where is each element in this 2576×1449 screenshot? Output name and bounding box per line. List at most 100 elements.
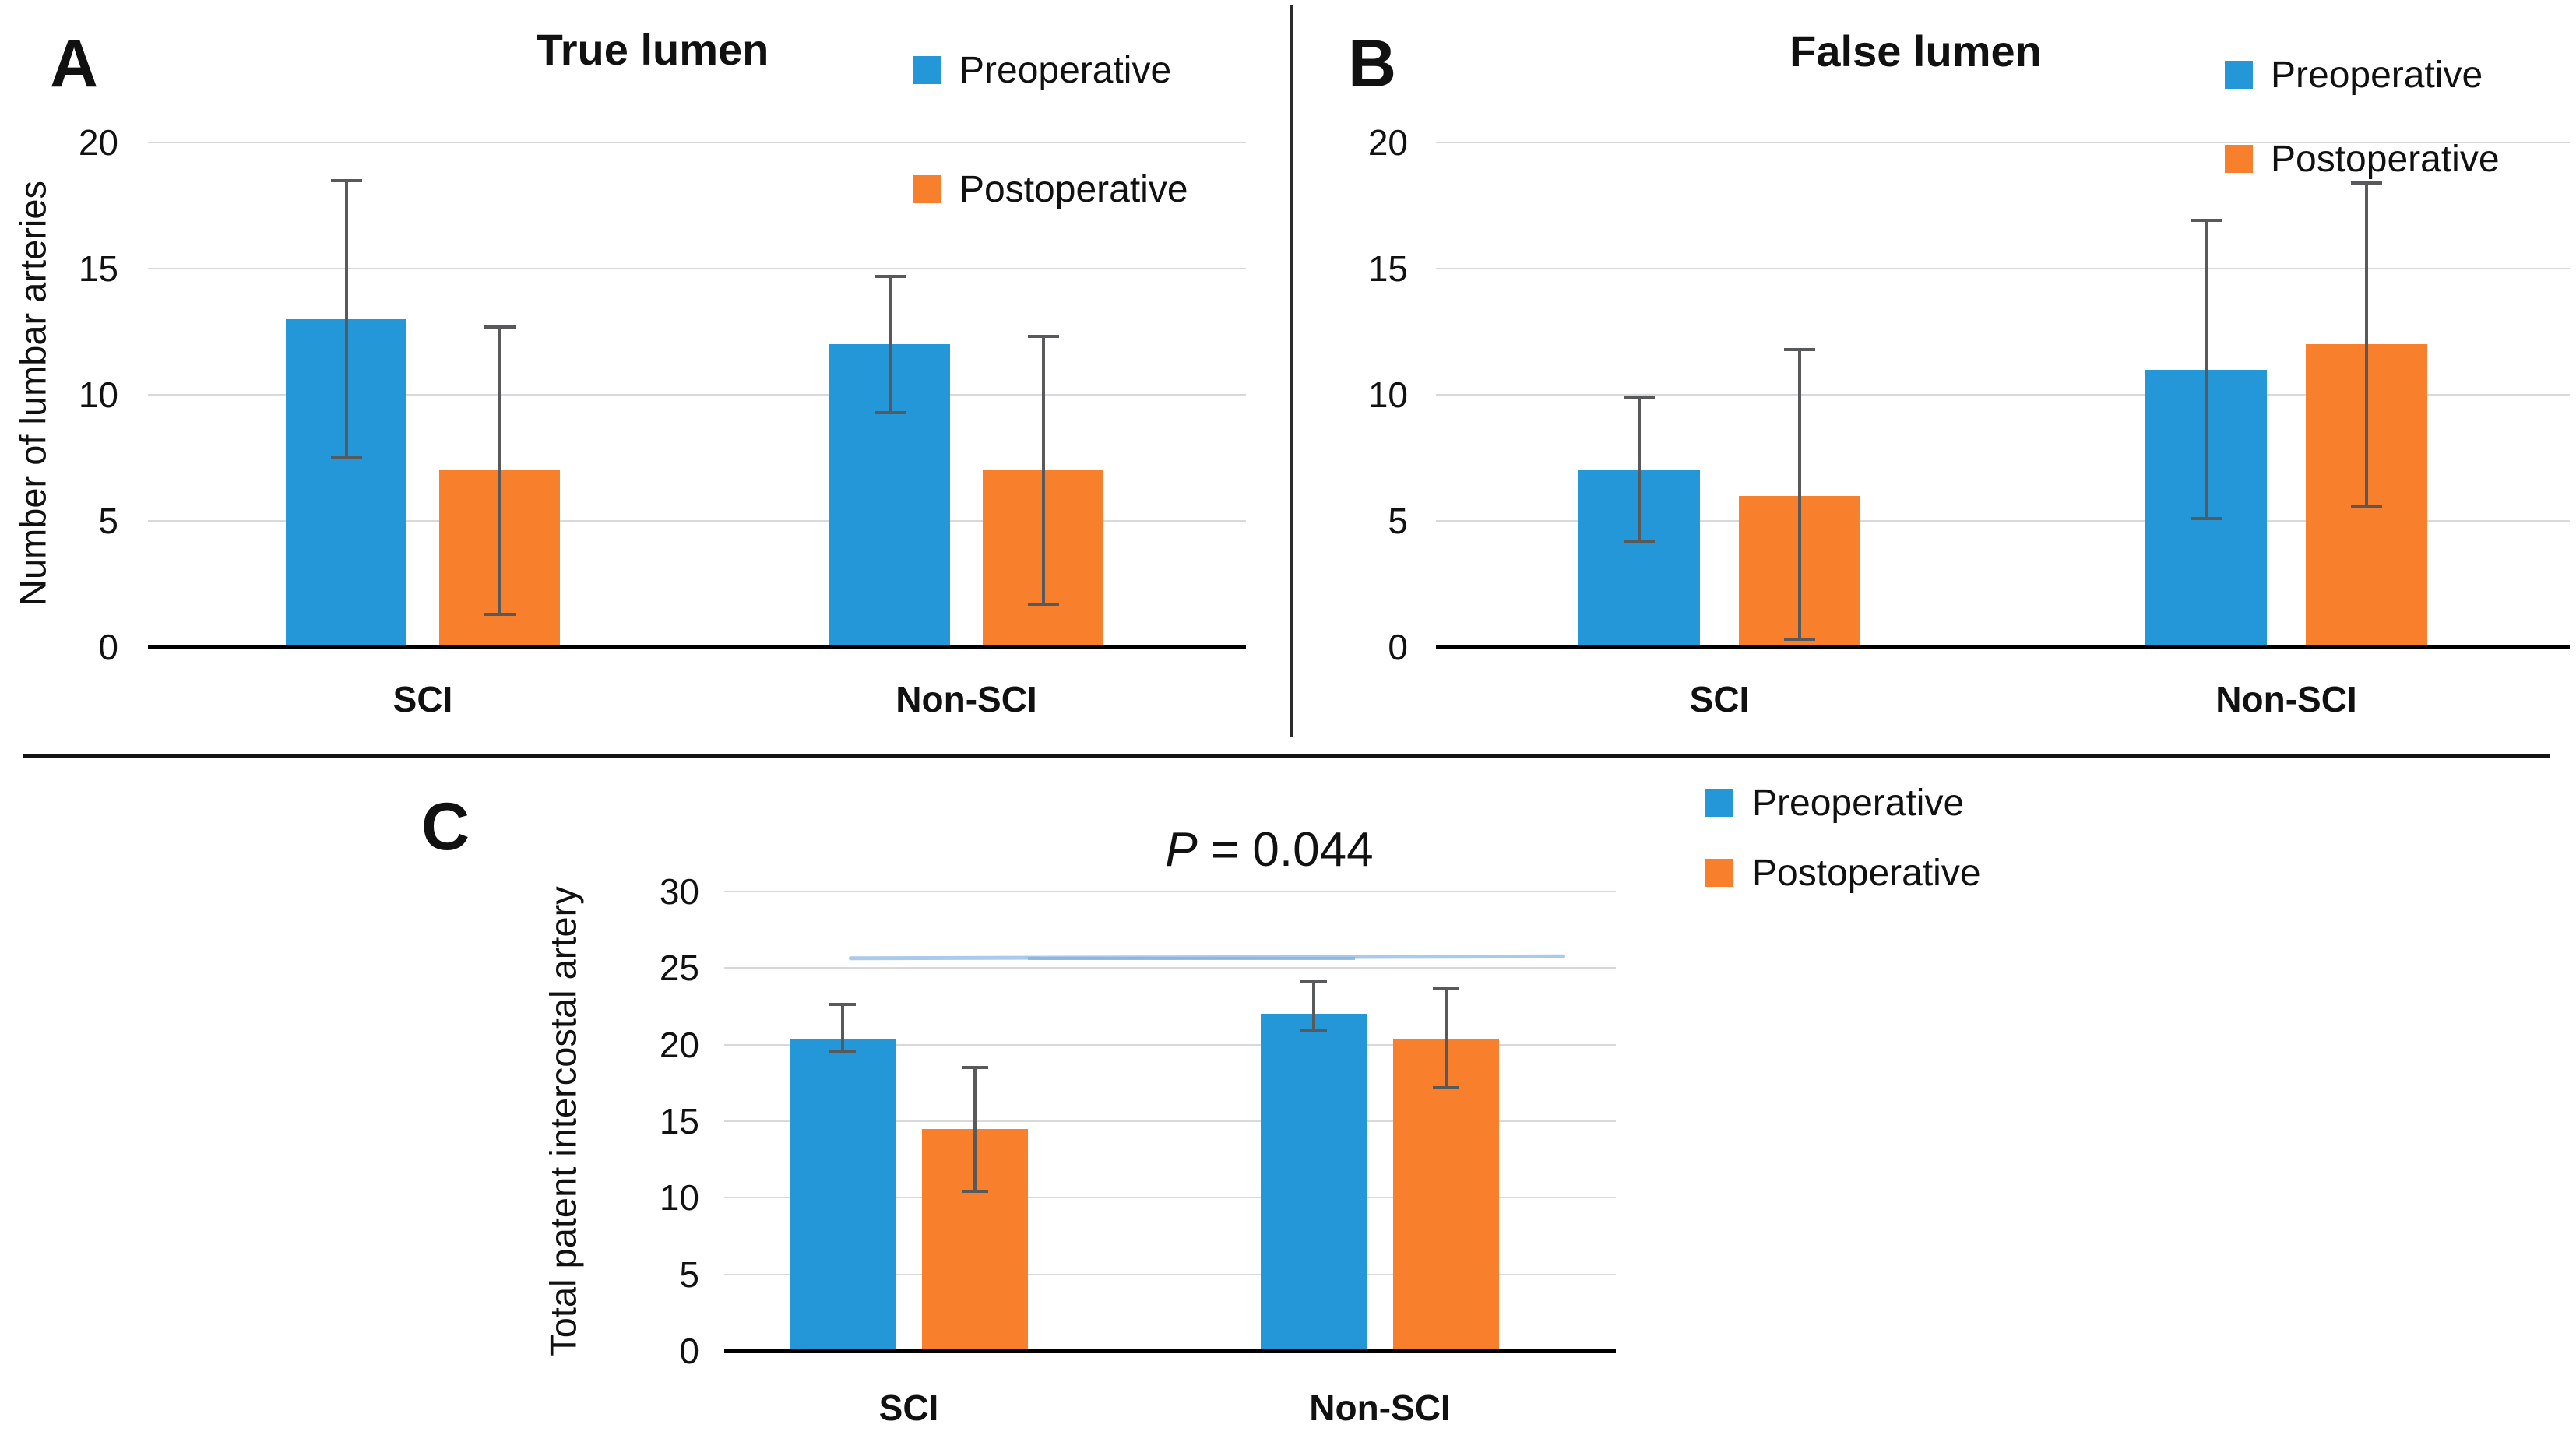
error-bar-preoperative-sci-b-cap-top: [1624, 396, 1655, 399]
panel-letter-b: B: [1347, 26, 1397, 101]
gridline-c-10: [724, 1197, 1616, 1199]
y-tick-label-c-20: 20: [659, 1024, 699, 1065]
error-bar-postoperative-nonsci-b-cap-top: [2351, 181, 2382, 185]
y-tick-label-a-15: 15: [78, 248, 118, 289]
error-bar-postoperative-nonsci-b-cap-bottom: [2351, 504, 2382, 508]
error-bar-postoperative-nonsci-c-cap-top: [1433, 986, 1459, 990]
error-bar-preoperative-nonsci-b: [2205, 220, 2208, 519]
y-tick-label-b-15: 15: [1367, 248, 1408, 289]
y-tick-label-b-20: 20: [1367, 122, 1408, 163]
y-tick-label-c-0: 0: [679, 1331, 699, 1371]
legend-swatch-preoperative-c: [1705, 789, 1733, 817]
error-bar-postoperative-nonsci-a: [1041, 336, 1045, 604]
gridline-b-10: [1436, 394, 2570, 396]
legend-label-postoperative-c: Postoperative: [1752, 853, 1981, 894]
error-bar-postoperative-sci-b-cap-top: [1784, 347, 1815, 351]
gridline-a-15: [148, 268, 1246, 269]
bar-postoperative-nonsci-c: [1393, 1038, 1499, 1351]
gridline-a-10: [148, 394, 1246, 396]
p-value-annotation: P = 0.044: [1165, 826, 1373, 874]
bar-preoperative-nonsci-c: [1261, 1014, 1367, 1351]
panel-b-title: False lumen: [1789, 26, 2042, 76]
y-tick-label-b-5: 5: [1388, 501, 1408, 541]
error-bar-preoperative-nonsci-a-cap-top: [874, 274, 906, 278]
x-axis-c: [724, 1349, 1616, 1353]
gridline-c-25: [724, 967, 1616, 969]
error-bar-preoperative-sci-a: [344, 180, 348, 458]
error-bar-postoperative-sci-b: [1798, 349, 1801, 640]
legend-label-preoperative-a: Preoperative: [959, 50, 1172, 91]
error-bar-postoperative-sci-a-cap-top: [484, 325, 516, 329]
error-bar-preoperative-sci-b-cap-bottom: [1624, 539, 1655, 543]
x-label-b-nonsci: Non-SCI: [2215, 679, 2357, 719]
gridline-b-5: [1436, 520, 2570, 522]
gridline-c-20: [724, 1043, 1616, 1046]
x-axis-a: [148, 645, 1246, 649]
y-tick-label-c-5: 5: [679, 1254, 699, 1295]
x-label-a-nonsci: Non-SCI: [896, 679, 1037, 719]
error-bar-preoperative-sci-c: [841, 1004, 844, 1053]
gridline-b-15: [1436, 268, 2570, 269]
bar-preoperative-sci-c: [790, 1038, 896, 1351]
legend-label-postoperative-b: Postoperative: [2271, 139, 2500, 180]
x-axis-b: [1436, 645, 2570, 649]
error-bar-postoperative-nonsci-b: [2365, 182, 2368, 506]
horizontal-panel-divider: [23, 754, 2550, 758]
y-tick-label-a-5: 5: [98, 501, 118, 541]
p-comparison-line-overlap: [1028, 957, 1355, 960]
y-tick-label-b-0: 0: [1388, 627, 1408, 667]
legend-label-preoperative-c: Preoperative: [1752, 783, 1965, 824]
error-bar-preoperative-nonsci-a-cap-bottom: [874, 410, 906, 414]
legend-swatch-postoperative-b: [2225, 145, 2253, 173]
gridline-c-15: [724, 1120, 1616, 1122]
error-bar-preoperative-sci-a-cap-bottom: [330, 456, 362, 459]
error-bar-preoperative-sci-b: [1638, 397, 1641, 541]
x-label-c-nonsci: Non-SCI: [1309, 1387, 1451, 1428]
error-bar-postoperative-sci-a: [498, 326, 501, 614]
error-bar-postoperative-sci-b-cap-bottom: [1784, 638, 1815, 642]
legend-swatch-preoperative-b: [2225, 61, 2253, 89]
p-value-symbol: P: [1165, 823, 1198, 877]
error-bar-postoperative-nonsci-c-cap-bottom: [1433, 1085, 1459, 1089]
panel-letter-a: A: [49, 26, 99, 101]
error-bar-preoperative-nonsci-c-cap-top: [1300, 979, 1327, 983]
gridline-c-5: [724, 1273, 1616, 1275]
x-label-a-sci: SCI: [392, 679, 453, 719]
error-bar-postoperative-sci-a-cap-bottom: [484, 612, 516, 616]
y-tick-label-b-10: 10: [1367, 375, 1408, 415]
y-tick-label-a-0: 0: [98, 627, 118, 667]
error-bar-preoperative-sci-a-cap-top: [330, 178, 362, 182]
error-bar-preoperative-nonsci-c-cap-bottom: [1300, 1029, 1327, 1032]
vertical-panel-divider: [1290, 5, 1293, 737]
error-bar-preoperative-nonsci-a: [888, 276, 892, 413]
error-bar-postoperative-nonsci-a-cap-top: [1027, 335, 1059, 339]
error-bar-postoperative-sci-c-cap-top: [962, 1066, 988, 1070]
y-tick-label-c-25: 25: [659, 948, 699, 989]
gridline-c-30: [724, 890, 1616, 892]
error-bar-postoperative-nonsci-c: [1445, 987, 1448, 1088]
error-bar-postoperative-sci-c: [973, 1067, 977, 1192]
error-bar-preoperative-nonsci-b-cap-bottom: [2191, 516, 2222, 520]
error-bar-preoperative-nonsci-c: [1312, 981, 1315, 1031]
error-bar-preoperative-sci-c-cap-top: [829, 1003, 856, 1007]
panel-letter-c: C: [421, 790, 470, 864]
legend-swatch-postoperative-a: [913, 175, 941, 203]
gridline-a-5: [148, 520, 1246, 522]
y-tick-label-a-20: 20: [78, 122, 118, 163]
gridline-a-20: [148, 142, 1246, 143]
y-tick-label-c-30: 30: [659, 870, 699, 912]
x-label-c-sci: SCI: [878, 1387, 939, 1428]
gridline-b-20: [1436, 142, 2570, 143]
p-value-text: = 0.044: [1197, 823, 1374, 877]
error-bar-postoperative-sci-c-cap-bottom: [962, 1190, 988, 1194]
legend-label-preoperative-b: Preoperative: [2271, 55, 2483, 96]
y-tick-label-a-10: 10: [78, 375, 118, 415]
error-bar-preoperative-nonsci-b-cap-top: [2191, 219, 2222, 223]
legend-swatch-postoperative-c: [1705, 859, 1733, 887]
legend-swatch-preoperative-a: [913, 56, 941, 84]
panel-a-title: True lumen: [536, 25, 769, 74]
error-bar-postoperative-nonsci-a-cap-bottom: [1027, 602, 1059, 606]
y-tick-label-c-10: 10: [659, 1177, 699, 1219]
y-tick-label-c-15: 15: [659, 1100, 699, 1141]
